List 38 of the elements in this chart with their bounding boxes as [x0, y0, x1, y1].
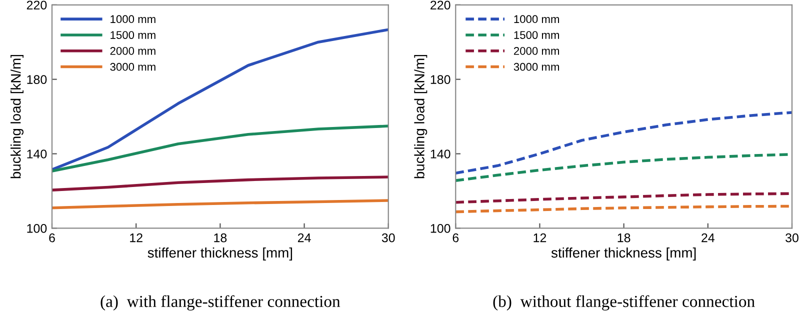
- x-tick-label: 30: [382, 233, 395, 242]
- x-tick-label: 18: [214, 233, 227, 242]
- x-axis-title: stiffener thickness [mm]: [551, 247, 696, 260]
- x-tick-label: 24: [702, 233, 714, 242]
- x-tick-label: 6: [452, 233, 459, 242]
- line-series: [52, 176, 388, 192]
- x-tick-label: 18: [618, 233, 630, 242]
- x-axis-title: stiffener thickness [mm]: [148, 247, 292, 260]
- text: (a) with flange-stiffener connection: [100, 295, 340, 311]
- text: (b) without flange-stiffener connection: [493, 295, 755, 311]
- y-axis-title: buckling load [kN/m]: [414, 55, 428, 178]
- line-series: [52, 28, 388, 171]
- y-axis-title: buckling load [kN/m]: [10, 55, 24, 178]
- x-tick-label: 6: [49, 233, 55, 242]
- line-series: [52, 199, 388, 210]
- x-tick-label: 24: [298, 233, 311, 242]
- legend-label: 1000 mm: [110, 15, 156, 24]
- y-tick-label: 100: [27, 224, 47, 233]
- line-series: [52, 124, 388, 172]
- y-tick-label: 100: [430, 224, 450, 233]
- y-tick-label: 220: [430, 0, 450, 10]
- legend-label: 3000 mm: [110, 62, 156, 71]
- legend-label: 1000 mm: [514, 15, 559, 24]
- line-series: [456, 111, 792, 175]
- y-tick-label: 220: [26, 0, 47, 10]
- legend-label: 3000 mm: [514, 62, 559, 71]
- legend-label: 2000 mm: [514, 47, 559, 55]
- x-tick-label: 12: [534, 233, 546, 242]
- x-tick-label: 12: [130, 233, 142, 242]
- y-tick-label: 140: [27, 150, 47, 158]
- y-tick-label: 180: [27, 75, 47, 84]
- x-tick-label: 30: [786, 233, 798, 242]
- legend-label: 1500 mm: [110, 31, 156, 39]
- legend-label: 2000 mm: [110, 47, 156, 55]
- legend-label: 1500 mm: [514, 31, 559, 39]
- y-tick-label: 140: [430, 150, 450, 158]
- y-tick-label: 180: [430, 75, 450, 84]
- line-series: [456, 192, 792, 204]
